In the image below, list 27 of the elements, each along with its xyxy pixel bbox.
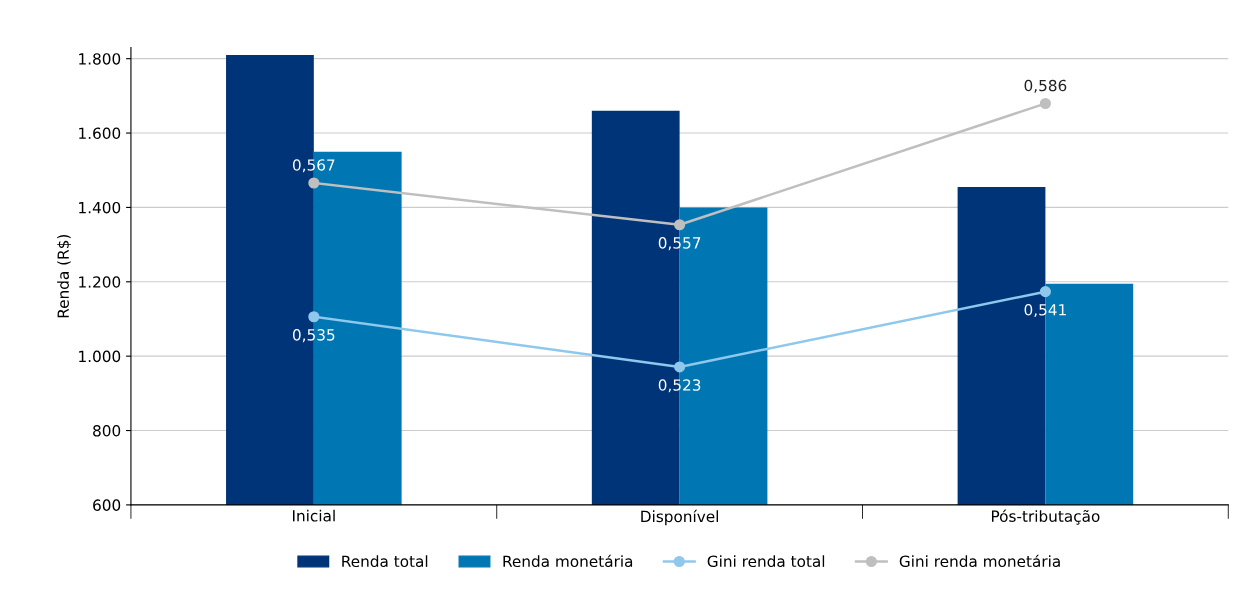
- x-tick-label: Pós-tributação: [991, 509, 1100, 525]
- legend-label: Renda total: [342, 555, 428, 568]
- y-tick-label: 1.800: [79, 53, 121, 65]
- point: [674, 219, 686, 231]
- legend-label: Gini renda total: [707, 555, 825, 568]
- point: [308, 311, 320, 323]
- data-label: 0,586: [1024, 79, 1067, 93]
- y-tick-label: 1.600: [79, 127, 121, 140]
- legend-label: Gini renda monetária: [899, 554, 1060, 568]
- point: [308, 177, 320, 189]
- data-label: 0,523: [658, 379, 701, 393]
- y-tick-label: 800: [93, 424, 121, 437]
- y-tick-label: 1.000: [79, 350, 121, 363]
- y-tick-label: 1.400: [79, 201, 121, 214]
- y-tick-label: 600: [93, 499, 121, 511]
- point: [674, 361, 686, 373]
- data-label: 0,535: [292, 329, 335, 343]
- x-tick-label: Inicial: [292, 509, 335, 522]
- x-tick-label: Disponível: [641, 509, 718, 526]
- legend-label: Renda monetária: [503, 554, 633, 568]
- point: [1039, 97, 1051, 110]
- y-tick-label: 1.200: [79, 276, 121, 288]
- data-label: 0,557: [658, 237, 701, 251]
- y-axis-title: Renda (R$): [57, 234, 71, 318]
- data-label: 0,567: [292, 159, 335, 173]
- point: [1039, 286, 1051, 298]
- data-label: 0,541: [1024, 304, 1066, 318]
